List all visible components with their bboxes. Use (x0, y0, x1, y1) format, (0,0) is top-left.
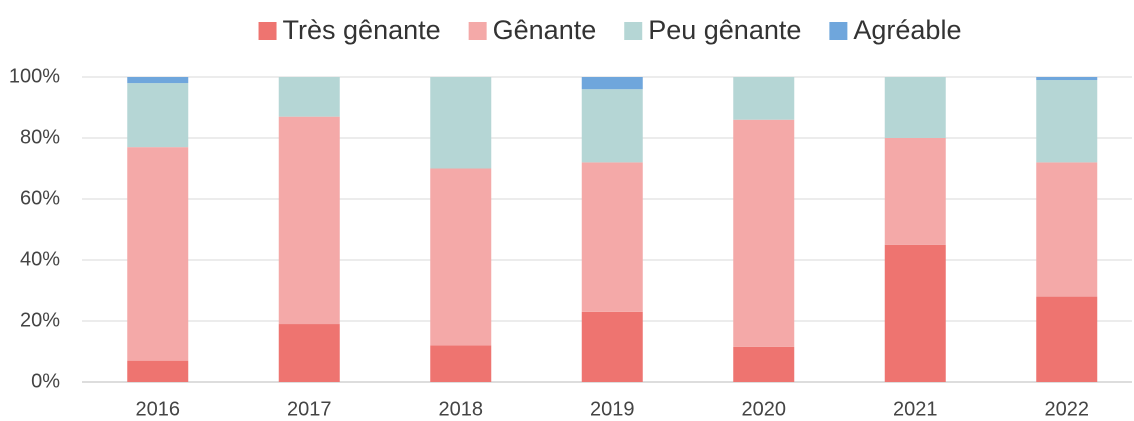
bar-segment (733, 119, 795, 347)
bar-segment (1036, 80, 1098, 163)
bar-segment (127, 77, 189, 84)
y-tick-label: 80% (20, 126, 60, 148)
legend-label: Gênante (493, 15, 597, 45)
legend-swatch (258, 22, 277, 40)
bar-segment (430, 168, 492, 346)
x-tick-label: 2016 (136, 398, 181, 420)
bar-segment (127, 83, 189, 148)
bar-segment (278, 116, 340, 325)
y-tick-label: 0% (31, 370, 60, 392)
x-tick-label: 2018 (439, 398, 484, 420)
x-tick-label: 2017 (287, 398, 332, 420)
y-tick-label: 60% (20, 187, 60, 209)
legend-label: Peu gênante (648, 15, 801, 45)
bar-segment (581, 162, 643, 312)
legend-label: Agréable (853, 15, 961, 45)
bar-segment (127, 360, 189, 382)
x-tick-label: 2022 (1045, 398, 1090, 420)
legend: Très gênante Gênante Peu gênante Agréable (258, 15, 961, 45)
y-tick-label: 100% (9, 65, 60, 87)
bar-segment (581, 311, 643, 382)
bar-segment (581, 89, 643, 163)
bar-segment (1036, 162, 1098, 297)
bar-segment (278, 77, 340, 117)
x-tick-label: 2021 (893, 398, 938, 420)
legend-swatch (468, 22, 487, 40)
bar-segment (127, 147, 189, 361)
x-tick-label: 2020 (742, 398, 787, 420)
bar-segment (581, 77, 643, 90)
bar-segment (884, 77, 946, 138)
bar-segment (1036, 77, 1098, 81)
x-tick-label: 2019 (590, 398, 635, 420)
bar-segment (1036, 296, 1098, 382)
legend-label: Très gênante (283, 15, 441, 45)
bar-segment (884, 138, 946, 245)
bar-segment (884, 244, 946, 382)
bar-segment (278, 324, 340, 382)
legend-swatch (829, 22, 848, 40)
bar-segment (430, 77, 492, 169)
y-tick-label: 20% (20, 309, 60, 331)
y-tick-label: 40% (20, 248, 60, 270)
bar-segment (430, 345, 492, 382)
legend-swatch (624, 22, 643, 40)
bar-segment (733, 77, 795, 120)
bar-segment (733, 346, 795, 382)
